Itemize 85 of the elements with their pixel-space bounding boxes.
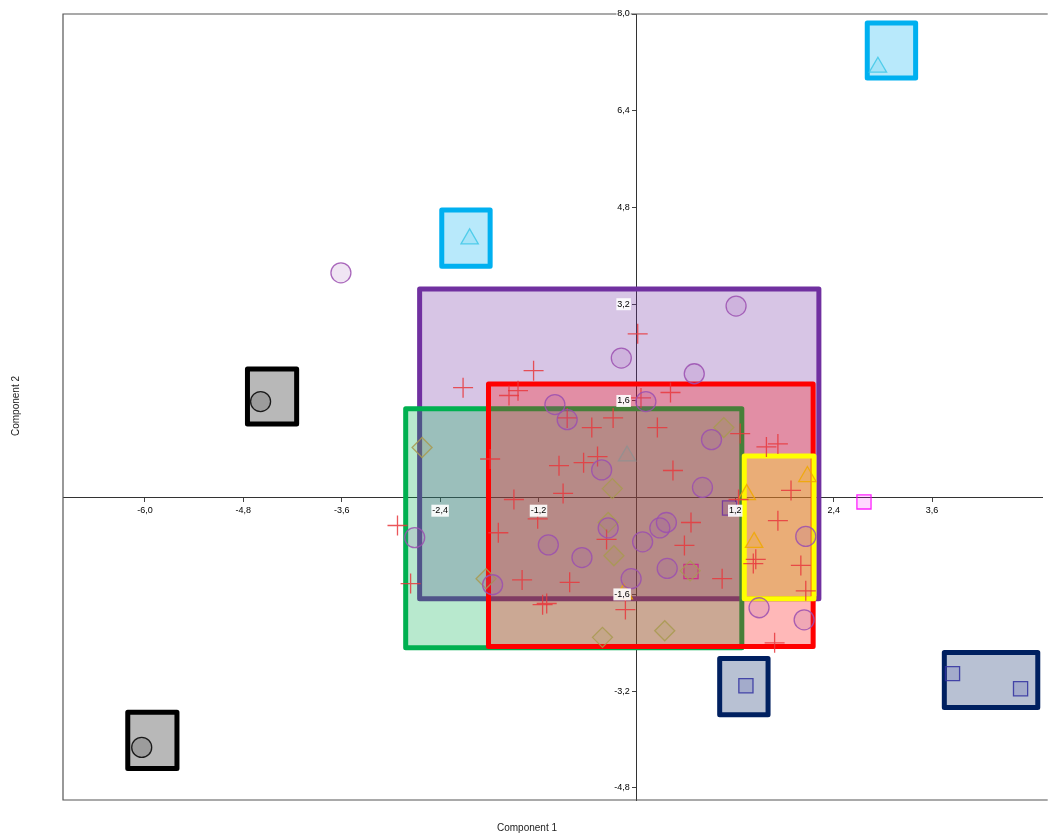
point bbox=[691, 476, 714, 499]
point bbox=[630, 387, 652, 409]
y-tick-label: 1,6 bbox=[617, 395, 630, 406]
point bbox=[725, 295, 747, 317]
point bbox=[755, 436, 778, 458]
x-tick-label: -1,2 bbox=[530, 505, 547, 516]
point bbox=[610, 347, 632, 369]
point bbox=[404, 526, 426, 549]
point bbox=[536, 592, 558, 615]
point bbox=[386, 514, 409, 537]
y-tick-label: 3,2 bbox=[617, 298, 630, 309]
point bbox=[763, 632, 786, 654]
point bbox=[700, 429, 723, 451]
point bbox=[330, 262, 352, 284]
point bbox=[793, 609, 815, 631]
point bbox=[729, 422, 751, 445]
point bbox=[511, 569, 533, 591]
point bbox=[479, 448, 501, 470]
point bbox=[659, 381, 682, 404]
point bbox=[503, 488, 525, 511]
point bbox=[631, 531, 654, 553]
x-tick-label: 1,2 bbox=[729, 505, 742, 516]
y-axis-title: Component 2 bbox=[9, 375, 21, 437]
point bbox=[603, 545, 625, 567]
point bbox=[544, 393, 566, 416]
point bbox=[680, 511, 702, 534]
point bbox=[767, 433, 789, 455]
point bbox=[795, 525, 817, 548]
x-tick-label: -2,4 bbox=[432, 505, 448, 516]
point bbox=[572, 451, 595, 474]
x-axis-title: Component 1 bbox=[495, 822, 558, 833]
point bbox=[856, 494, 872, 510]
x-tick-label: 2,4 bbox=[827, 505, 840, 516]
point bbox=[790, 554, 812, 577]
point bbox=[537, 534, 559, 556]
point bbox=[635, 390, 657, 413]
point bbox=[654, 620, 676, 642]
y-tick-label: 4,8 bbox=[617, 201, 630, 212]
point bbox=[591, 626, 614, 649]
point bbox=[656, 557, 678, 580]
point bbox=[498, 384, 520, 407]
point bbox=[552, 482, 574, 505]
point bbox=[614, 598, 637, 621]
point bbox=[627, 323, 649, 345]
point bbox=[507, 380, 529, 402]
point bbox=[1012, 681, 1029, 697]
point bbox=[522, 360, 545, 382]
y-tick-label: 6,4 bbox=[617, 105, 630, 116]
point bbox=[595, 528, 618, 551]
point bbox=[411, 436, 433, 459]
point bbox=[795, 580, 817, 602]
point bbox=[711, 568, 733, 590]
point bbox=[748, 597, 770, 619]
y-tick-label: -3,2 bbox=[614, 685, 630, 696]
point bbox=[646, 416, 669, 439]
point bbox=[662, 459, 684, 482]
point bbox=[452, 377, 474, 399]
point bbox=[399, 572, 422, 595]
point bbox=[655, 511, 678, 534]
point bbox=[713, 416, 735, 439]
point bbox=[601, 477, 623, 500]
x-tick-label: -6,0 bbox=[137, 505, 153, 516]
point bbox=[620, 568, 642, 590]
point bbox=[944, 665, 961, 682]
point bbox=[767, 510, 789, 532]
point bbox=[586, 445, 609, 468]
point bbox=[581, 416, 603, 439]
y-tick-label: -4,8 bbox=[614, 782, 630, 793]
point bbox=[597, 517, 619, 539]
point bbox=[602, 407, 624, 429]
point bbox=[559, 571, 581, 593]
point bbox=[481, 574, 504, 596]
point bbox=[548, 455, 570, 477]
point bbox=[673, 534, 696, 557]
y-tick-label: -1,6 bbox=[614, 588, 630, 599]
point bbox=[531, 594, 554, 616]
x-tick-label: -3,6 bbox=[333, 505, 350, 516]
point bbox=[780, 479, 802, 502]
x-tick-label: -4,8 bbox=[235, 505, 252, 516]
point bbox=[683, 363, 705, 385]
y-tick-label: 8,0 bbox=[617, 8, 630, 19]
point bbox=[571, 546, 593, 569]
point bbox=[590, 459, 613, 481]
x-tick-label: 3,6 bbox=[925, 505, 939, 516]
point bbox=[487, 522, 509, 544]
